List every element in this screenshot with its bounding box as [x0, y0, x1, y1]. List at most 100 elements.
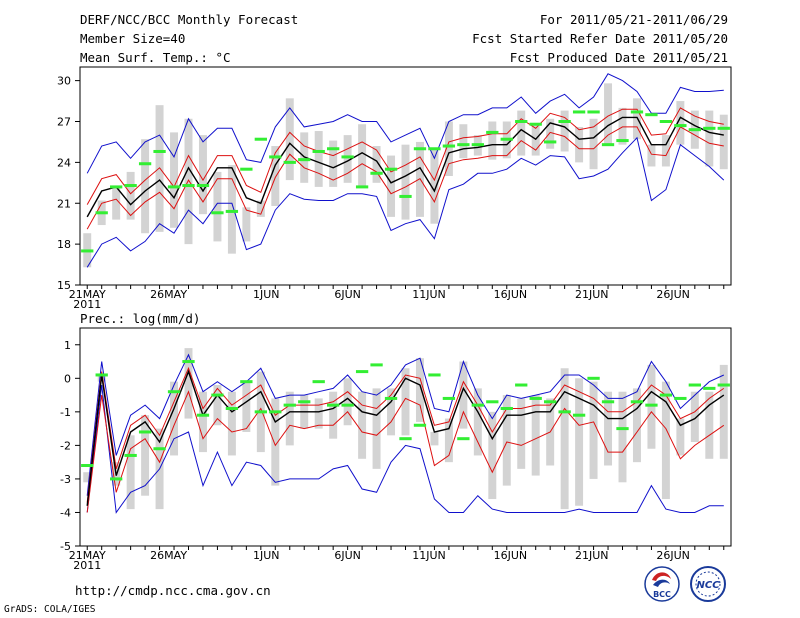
temp-member-box	[271, 146, 280, 206]
temp-observed-mark	[370, 171, 383, 175]
prec-member-box	[198, 391, 207, 453]
prec-observed-mark	[240, 380, 253, 384]
temp-observed-mark	[645, 113, 658, 117]
temp-ytick-label: 27	[57, 116, 71, 129]
forecast-produced-label: Fcst Produced Date 2011/05/21	[509, 50, 728, 65]
prec-member-box	[358, 391, 367, 459]
temp-member-box	[575, 126, 584, 163]
temp-member-box	[401, 144, 410, 220]
temp-member-box	[517, 110, 526, 156]
prec-observed-mark	[630, 400, 644, 404]
prec-observed-mark	[572, 413, 586, 417]
prec-observed-mark	[544, 400, 557, 404]
bcc-logo-text: BCC	[653, 590, 671, 599]
temp-observed-mark	[703, 126, 716, 130]
prec-observed-mark	[211, 393, 224, 397]
prec-member-box	[502, 395, 511, 486]
temp-member-box	[705, 110, 714, 167]
prec-member-box	[401, 368, 410, 436]
prec-xtick-label: 11JUN	[412, 549, 446, 562]
temp-observed-mark	[399, 194, 412, 198]
prec-member-box	[242, 381, 251, 432]
temp-xtick-label: 1JUN	[253, 288, 280, 301]
bcc-logo-ring	[644, 566, 680, 602]
temp-observed-mark	[572, 110, 586, 114]
temp-xtick-label: 26JUN	[656, 288, 690, 301]
prec-member-box	[705, 391, 714, 459]
prec-ytick-label: 1	[64, 339, 71, 352]
prec-member-box	[285, 391, 294, 446]
prec-observed-mark	[370, 363, 383, 367]
prec-member-box	[459, 361, 468, 429]
prec-observed-mark	[442, 396, 456, 400]
temp-ytick-label: 15	[57, 279, 71, 292]
prec-min-line	[86, 384, 724, 514]
temp-observed-mark	[616, 139, 629, 143]
prec-observed-mark	[269, 410, 282, 414]
temp-observed-mark	[500, 137, 513, 141]
temp-member-box	[676, 101, 685, 145]
prec-observed-mark	[95, 373, 108, 377]
prec-member-box	[141, 415, 150, 496]
temp-member-box	[112, 185, 121, 220]
prec-observed-mark	[225, 406, 239, 410]
prec-observed-mark	[81, 464, 94, 468]
prec-max-line	[86, 353, 725, 496]
temp-observed-mark	[587, 110, 600, 114]
prec-member-box	[83, 472, 92, 483]
prec-observed-mark	[616, 427, 629, 431]
temp-member-box	[126, 171, 135, 220]
prec-observed-mark	[341, 403, 354, 407]
temp-lower-spread-line	[86, 126, 724, 230]
source-url[interactable]: http://cmdp.ncc.cma.gov.cn	[75, 583, 271, 598]
temp-member-box	[372, 146, 381, 183]
prec-observed-mark	[457, 437, 470, 441]
prec-xtick-label: 16JUN	[494, 549, 528, 562]
prec-upper-spread-line	[86, 366, 725, 503]
temp-member-box	[430, 148, 439, 224]
prec-member-box	[632, 388, 641, 463]
temp-observed-mark	[254, 137, 267, 141]
prec-member-box	[661, 381, 670, 500]
temp-observed-mark	[529, 122, 542, 126]
temp-ytick-label: 24	[57, 156, 71, 169]
bcc-logo-swirl-blue	[653, 579, 670, 587]
bcc-logo: BCC	[644, 566, 680, 602]
temp-observed-mark	[124, 184, 137, 188]
prec-observed-mark	[124, 453, 137, 457]
prec-member-box	[719, 364, 728, 459]
prec-member-box	[126, 435, 135, 510]
bcc-logo-swirl-red	[652, 572, 671, 581]
prec-observed-mark	[355, 370, 369, 374]
temp-observed-mark	[674, 124, 687, 128]
temp-observed-mark	[153, 149, 166, 153]
temp-xtick-label: 16JUN	[494, 288, 528, 301]
prec-member-box	[271, 398, 280, 486]
prec-observed-mark	[674, 396, 687, 400]
temp-member-box	[198, 135, 207, 215]
temp-member-box	[589, 118, 598, 170]
temp-min-line	[86, 136, 725, 268]
temp-member-box	[604, 83, 613, 145]
prec-member-box	[314, 398, 323, 429]
prec-member-box	[575, 378, 584, 506]
prec-member-box	[473, 388, 482, 456]
temp-observed-mark	[196, 184, 210, 188]
temp-member-box	[329, 140, 338, 187]
prec-observed-mark	[587, 376, 600, 380]
temp-ytick-label: 18	[57, 238, 71, 251]
prec-ytick-label: -5	[60, 540, 71, 553]
temp-member-box	[618, 107, 627, 145]
prec-member-box	[517, 398, 526, 469]
forecast-started-label: Fcst Started Refer Date 2011/05/20	[472, 31, 728, 46]
temp-member-box	[285, 98, 294, 181]
temp-xtick-label: 21MAY	[69, 288, 106, 301]
prec-member-box	[170, 381, 179, 456]
temp-member-box	[343, 135, 352, 183]
temp-observed-mark	[240, 167, 253, 171]
temp-observed-mark	[486, 130, 499, 134]
prec-member-box	[372, 388, 381, 469]
temp-observed-mark	[298, 158, 311, 162]
temp-observed-mark	[384, 167, 398, 171]
